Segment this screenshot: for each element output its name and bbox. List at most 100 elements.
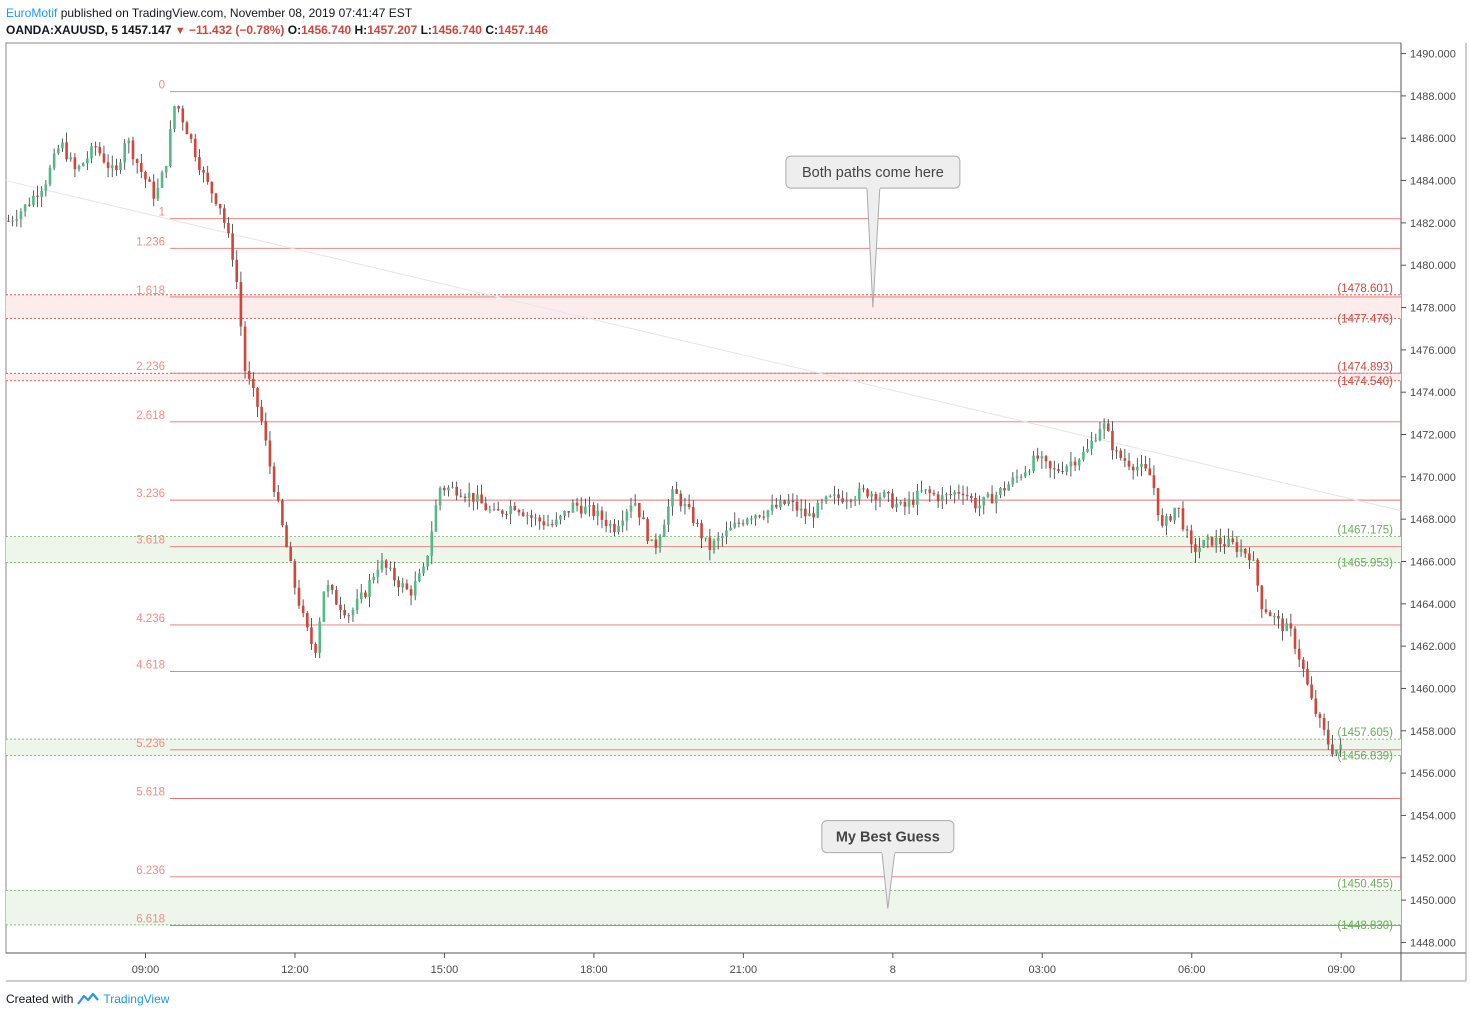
zone-band xyxy=(6,373,1401,381)
candle-up xyxy=(422,566,425,574)
candle-down xyxy=(293,561,297,588)
x-tick-label: 18:00 xyxy=(580,964,608,976)
candle-down xyxy=(654,539,658,548)
candle-down xyxy=(1297,648,1301,660)
candle-up xyxy=(86,158,89,164)
candle-up xyxy=(19,211,23,220)
fib-level-label: 4.618 xyxy=(136,660,165,672)
candle-down xyxy=(891,493,894,508)
candle-down xyxy=(393,567,396,581)
candle-up xyxy=(833,494,836,496)
candle-down xyxy=(480,494,483,504)
candle-down xyxy=(310,627,313,645)
candle-down xyxy=(152,181,156,199)
tradingview-link[interactable]: TradingView xyxy=(103,992,170,1006)
candle-down xyxy=(1057,469,1060,471)
candle-up xyxy=(1015,476,1019,478)
candle-up xyxy=(1077,459,1081,466)
candle-down xyxy=(1115,450,1118,452)
candle-up xyxy=(509,505,512,515)
candle-up xyxy=(584,506,587,514)
candle-up xyxy=(434,505,438,532)
candle-down xyxy=(1061,470,1064,472)
candle-down xyxy=(1053,468,1056,470)
candle-up xyxy=(359,592,363,600)
candle-up xyxy=(745,519,749,524)
candle-down xyxy=(289,547,292,562)
candle-up xyxy=(716,537,720,541)
candle-down xyxy=(604,519,608,527)
candle-up xyxy=(704,537,708,539)
candle-down xyxy=(613,523,616,532)
candle-up xyxy=(617,525,620,532)
candle-down xyxy=(222,208,226,223)
callout: My Best Guess xyxy=(821,820,955,909)
candle-down xyxy=(679,493,683,507)
candle-up xyxy=(15,219,19,221)
candle-up xyxy=(895,503,898,508)
candle-down xyxy=(932,492,936,495)
zone-bottom-label: (1456.839) xyxy=(1337,750,1393,762)
candle-up xyxy=(77,165,81,170)
candle-up xyxy=(953,492,957,495)
candle-down xyxy=(990,493,994,504)
price-chart[interactable]: (1478.601) (1477.476) (1474.893) (1474.540)… xyxy=(0,0,1470,990)
zone-top-label: (1474.893) xyxy=(1337,361,1393,373)
y-tick-label: 1470.000 xyxy=(1410,472,1456,484)
candle-up xyxy=(596,510,600,517)
candle-up xyxy=(625,511,629,521)
candle-down xyxy=(268,440,272,467)
zone-band xyxy=(6,536,1401,563)
fib-level-label: 1.618 xyxy=(136,285,165,297)
candle-down xyxy=(276,491,280,501)
candle-down xyxy=(1177,507,1181,509)
candle-up xyxy=(110,165,114,169)
candle-up xyxy=(1069,461,1073,467)
candle-up xyxy=(588,505,591,507)
candle-up xyxy=(571,502,575,513)
y-tick-label: 1448.000 xyxy=(1410,937,1456,949)
candle-down xyxy=(862,488,865,490)
candle-up xyxy=(920,490,923,492)
candle-down xyxy=(1111,431,1114,451)
candle-down xyxy=(106,162,110,169)
candle-up xyxy=(1339,744,1342,750)
x-tick-label: 21:00 xyxy=(730,964,758,976)
x-tick-label: 09:00 xyxy=(132,964,160,976)
footer: Created with TradingView xyxy=(6,992,169,1006)
candle-down xyxy=(455,486,459,496)
candle-up xyxy=(525,515,529,517)
candle-down xyxy=(330,585,334,591)
candle-up xyxy=(916,490,919,505)
candle-down xyxy=(463,496,467,498)
candle-down xyxy=(1310,684,1313,699)
candle-up xyxy=(899,501,903,504)
candle-down xyxy=(98,146,102,154)
candle-down xyxy=(1106,423,1110,432)
candle-down xyxy=(339,604,342,610)
candle-up xyxy=(671,489,674,507)
candle-up xyxy=(816,502,820,518)
candle-up xyxy=(160,172,164,188)
candle-down xyxy=(65,142,68,160)
y-tick-label: 1452.000 xyxy=(1410,853,1456,865)
candle-up xyxy=(633,503,637,506)
candle-up xyxy=(372,576,376,581)
candle-down xyxy=(1131,466,1135,471)
candle-up xyxy=(401,583,405,588)
candle-down xyxy=(791,500,795,503)
candle-up xyxy=(488,509,492,511)
candle-up xyxy=(1102,423,1106,430)
candle-down xyxy=(874,494,878,501)
symbol-name: OANDA:XAUUSD, 5 xyxy=(6,23,119,37)
candle-down xyxy=(94,146,97,148)
candle-down xyxy=(1289,623,1293,629)
zone-band xyxy=(6,890,1401,925)
zone-bottom-label: (1477.476) xyxy=(1337,314,1393,326)
candle-down xyxy=(550,524,554,526)
candle-up xyxy=(629,505,633,512)
y-tick-label: 1454.000 xyxy=(1410,810,1456,822)
author-link[interactable]: EuroMotif xyxy=(6,6,58,20)
candle-up xyxy=(351,609,355,616)
candle-down xyxy=(1181,508,1185,530)
